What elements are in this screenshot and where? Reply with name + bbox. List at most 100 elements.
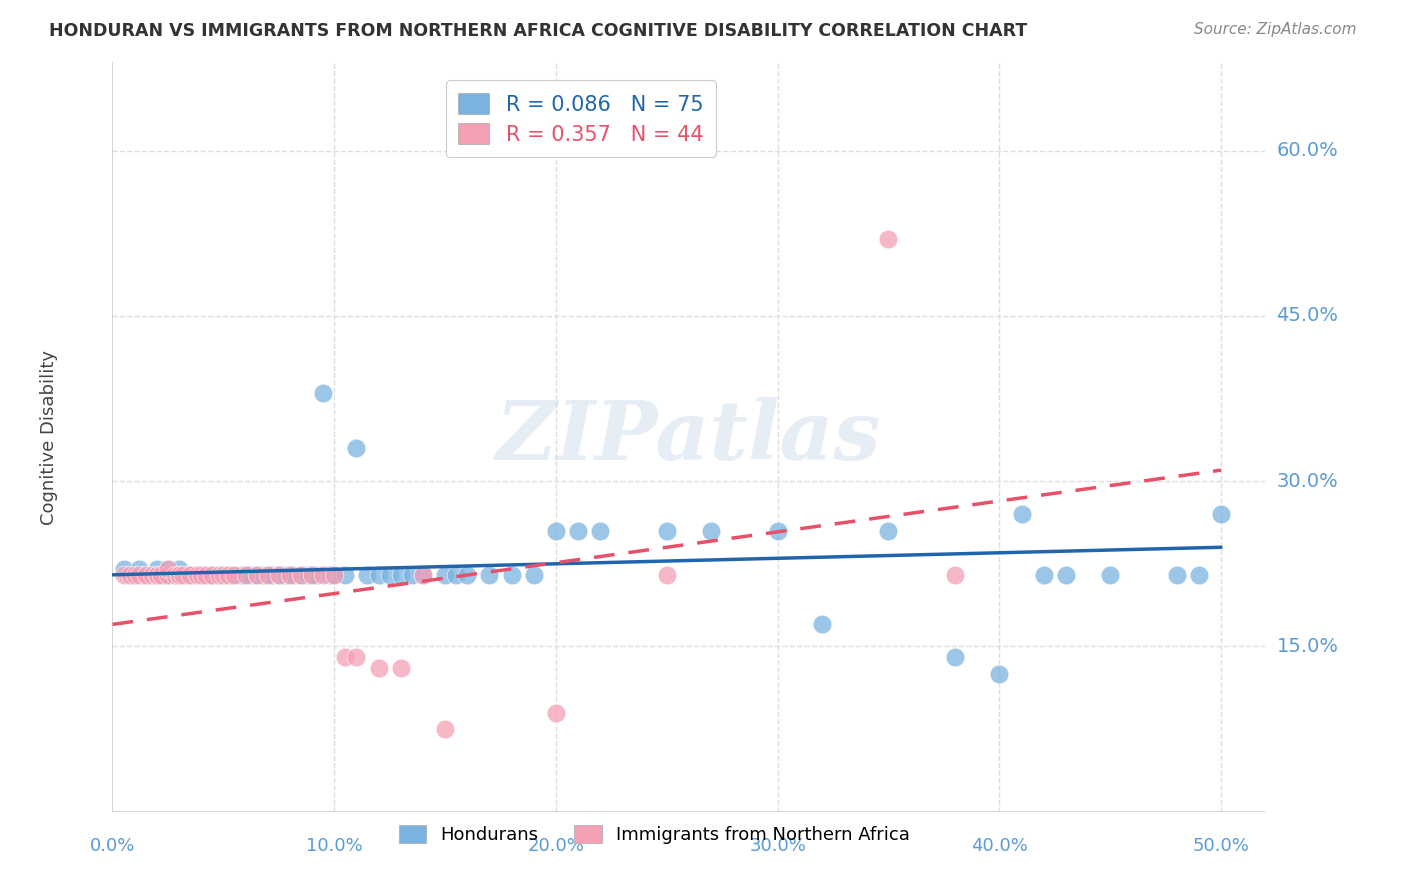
Point [208,567,231,582]
Point [217,567,239,582]
Point [212,567,235,582]
Point [179,567,201,582]
Point [235,567,257,582]
Point [156,567,179,582]
Point [478,567,501,582]
Point [128,562,150,576]
Point [1188,567,1211,582]
Point [150,567,173,582]
Point [235,567,257,582]
Point [208,567,231,582]
Point [167,567,190,582]
Point [1011,507,1033,521]
Point [156,567,179,582]
Point [267,567,290,582]
Point [323,567,346,582]
Point [589,524,612,538]
Point [256,567,278,582]
Point [567,524,589,538]
Point [943,650,966,665]
Point [523,567,546,582]
Point [1099,567,1122,582]
Point [301,567,323,582]
Point [135,567,157,582]
Point [434,567,457,582]
Point [1032,567,1054,582]
Point [988,667,1011,681]
Point [146,567,169,582]
Point [401,567,423,582]
Point [544,524,567,538]
Text: 45.0%: 45.0% [1277,306,1339,326]
Point [135,567,157,582]
Point [190,567,212,582]
Point [186,567,208,582]
Text: 60.0%: 60.0% [1277,141,1339,160]
Point [262,567,284,582]
Point [229,567,252,582]
Point [1209,507,1232,521]
Point [290,567,312,582]
Point [167,562,190,576]
Legend: Hondurans, Immigrants from Northern Africa: Hondurans, Immigrants from Northern Afri… [392,818,917,851]
Point [112,562,135,576]
Text: ZIPatlas: ZIPatlas [496,397,882,477]
Text: Source: ZipAtlas.com: Source: ZipAtlas.com [1194,22,1357,37]
Point [172,567,194,582]
Point [335,567,357,582]
Point [412,567,434,582]
Point [367,567,389,582]
Point [700,524,723,538]
Point [194,567,217,582]
Point [141,567,163,582]
Point [274,567,297,582]
Point [246,567,269,582]
Point [156,562,179,576]
Point [179,567,201,582]
Point [186,567,208,582]
Point [344,441,367,455]
Text: 30.0%: 30.0% [1277,472,1339,491]
Text: HONDURAN VS IMMIGRANTS FROM NORTHERN AFRICA COGNITIVE DISABILITY CORRELATION CHA: HONDURAN VS IMMIGRANTS FROM NORTHERN AFR… [49,22,1028,40]
Point [312,386,335,401]
Text: Cognitive Disability: Cognitive Disability [39,350,58,524]
Point [179,567,201,582]
Point [128,567,150,582]
Point [141,567,163,582]
Point [877,524,900,538]
Point [117,567,139,582]
Point [1054,567,1077,582]
Point [301,567,323,582]
Point [246,567,269,582]
Point [434,722,457,736]
Point [201,567,224,582]
Point [163,567,186,582]
Point [412,567,434,582]
Point [378,567,401,582]
Text: 10.0%: 10.0% [307,837,363,855]
Point [319,567,342,582]
Point [389,661,412,675]
Point [224,567,246,582]
Point [344,650,367,665]
Point [444,567,467,582]
Point [356,567,378,582]
Point [156,562,179,576]
Point [150,567,173,582]
Point [766,524,789,538]
Point [201,567,224,582]
Text: 30.0%: 30.0% [749,837,806,855]
Point [278,567,301,582]
Point [389,567,412,582]
Point [135,567,157,582]
Point [256,567,278,582]
Point [124,567,146,582]
Point [212,567,235,582]
Point [194,567,217,582]
Point [163,567,186,582]
Point [167,567,190,582]
Point [323,567,346,582]
Point [252,567,274,582]
Point [501,567,523,582]
Text: 20.0%: 20.0% [527,837,585,855]
